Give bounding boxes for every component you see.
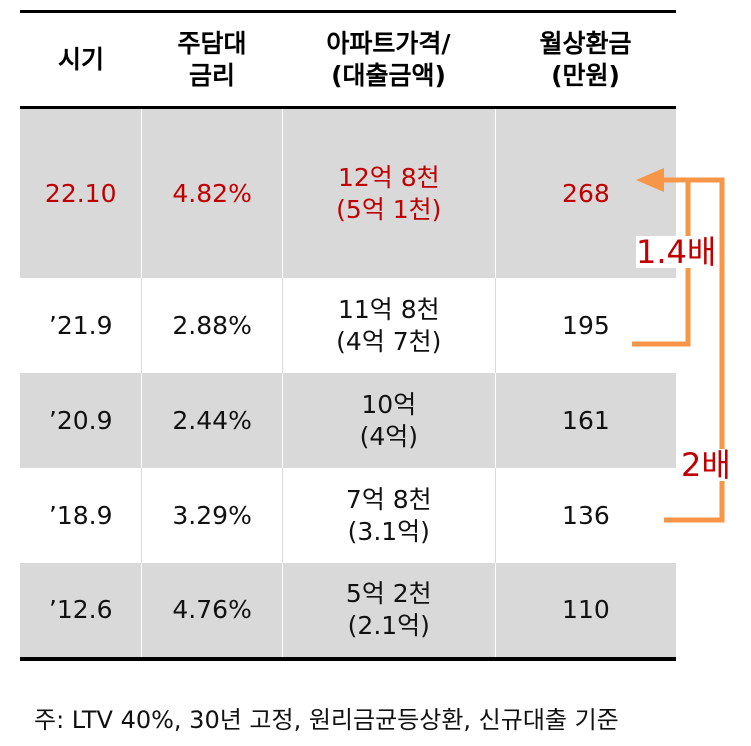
header-period: 시기 xyxy=(57,44,104,74)
header-monthly-payment: 월상환금 (만원) xyxy=(539,28,632,90)
cell-price: 5억 2천 (2.1억) xyxy=(281,563,495,657)
cell-price: 10억 (4억) xyxy=(281,373,495,468)
cell-rate: 3.29% xyxy=(141,468,281,563)
cell-price: 12억 8천 (5억 1천) xyxy=(281,109,495,278)
header-mortgage-rate: 주담대 금리 xyxy=(177,28,247,90)
cell-rate: 2.44% xyxy=(141,373,281,468)
cell-payment: 136 xyxy=(494,468,676,563)
cell-rate: 4.76% xyxy=(141,563,281,657)
cell-payment: 268 xyxy=(494,109,676,278)
arrow-2x xyxy=(662,177,725,523)
cell-period: ’18.9 xyxy=(48,500,113,530)
arrow-head-icon xyxy=(636,168,664,192)
table-row: ’12.6 4.76% 5억 2천 (2.1억) 110 xyxy=(20,563,676,657)
cell-price: 7억 8천 (3.1억) xyxy=(281,468,495,563)
ratio-label-2x: 2배 xyxy=(681,446,731,484)
table-bottom-rule xyxy=(20,657,676,661)
table-row: 22.10 4.82% 12억 8천 (5억 1천) 268 xyxy=(20,109,676,278)
ratio-label-1-4x: 1.4배 xyxy=(636,233,717,271)
cell-payment: 195 xyxy=(494,278,676,373)
cell-rate: 2.88% xyxy=(141,278,281,373)
cell-period: ’12.6 xyxy=(48,595,113,624)
cell-payment: 161 xyxy=(494,373,676,468)
header-apartment-price: 아파트가격/ (대출금액) xyxy=(326,28,451,90)
cell-period: ’20.9 xyxy=(48,405,113,435)
table-header-row: 시기 주담대 금리 아파트가격/ (대출금액) 월상환금 (만원) xyxy=(20,13,676,106)
cell-period: ’21.9 xyxy=(48,310,113,340)
table-row: ’21.9 2.88% 11억 8천 (4억 7천) 195 xyxy=(20,278,676,373)
table-row: ’18.9 3.29% 7억 8천 (3.1억) 136 xyxy=(20,468,676,563)
table-top-rule xyxy=(20,10,676,13)
cell-price: 11억 8천 (4억 7천) xyxy=(281,278,495,373)
cell-rate: 4.82% xyxy=(141,109,281,278)
cell-payment: 110 xyxy=(494,563,676,657)
footnote: 주: LTV 40%, 30년 고정, 원리금균등상환, 신규대출 기준 xyxy=(34,706,619,734)
table-header-rule xyxy=(20,106,676,109)
table-row: ’20.9 2.44% 10억 (4억) 161 xyxy=(20,373,676,468)
cell-period: 22.10 xyxy=(44,178,117,208)
